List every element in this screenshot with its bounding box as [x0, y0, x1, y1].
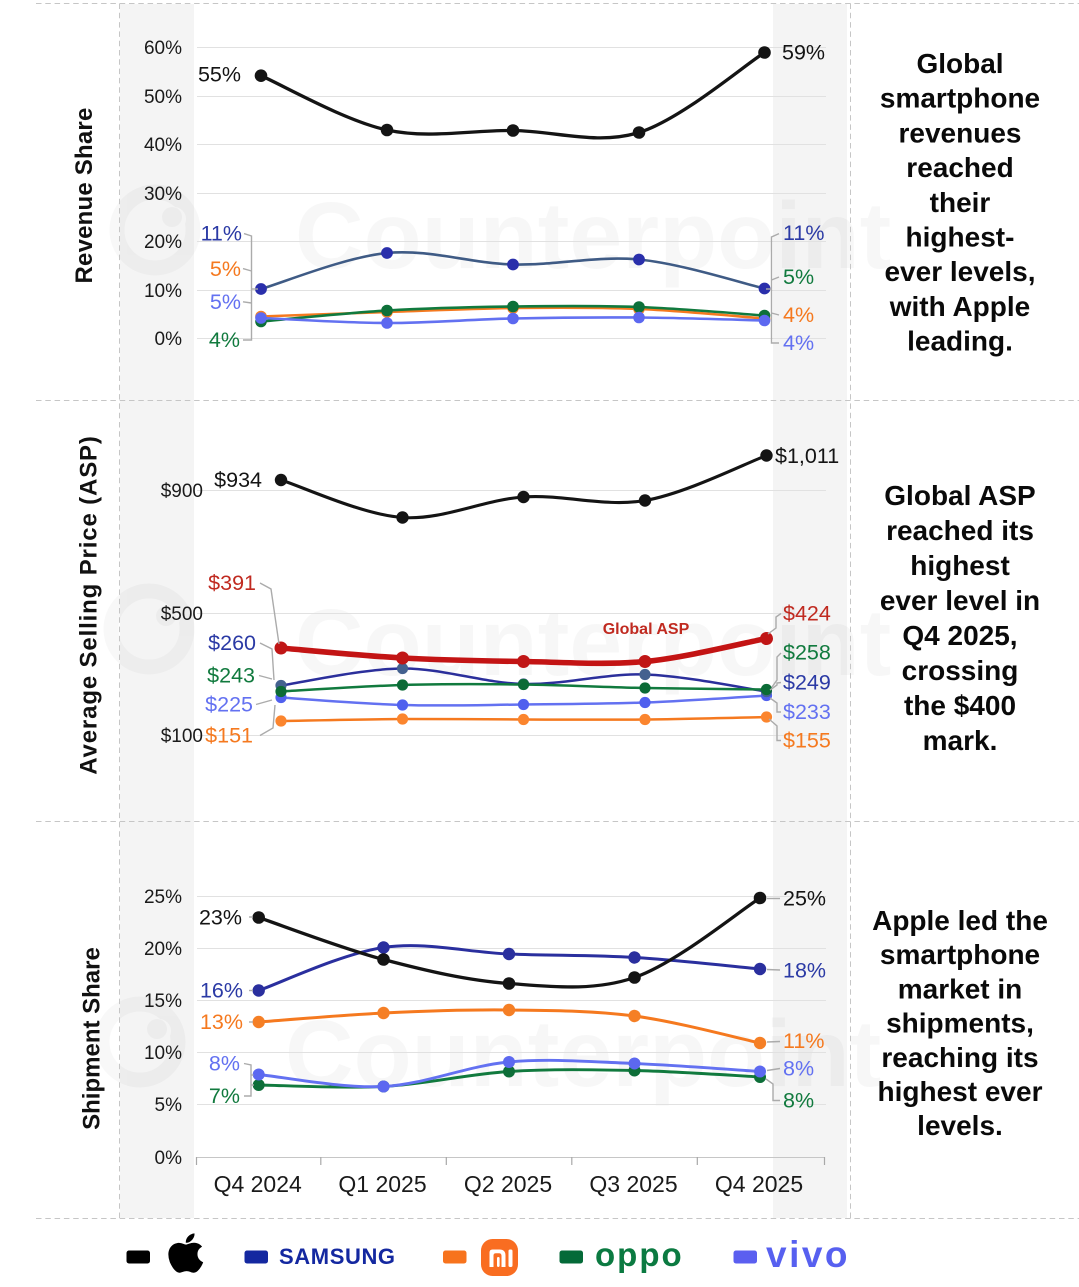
svg-text:$1,011: $1,011	[775, 444, 839, 468]
svg-text:levels.: levels.	[917, 1110, 1003, 1141]
svg-text:$934: $934	[214, 468, 262, 492]
svg-text:Q1 2025: Q1 2025	[338, 1171, 426, 1197]
svg-text:$151: $151	[205, 724, 253, 748]
svg-text:shipments,: shipments,	[886, 1008, 1034, 1039]
svg-text:Shipment Share: Shipment Share	[79, 947, 106, 1130]
svg-text:ever level in: ever level in	[880, 585, 1040, 616]
svg-text:vivo: vivo	[766, 1234, 850, 1275]
svg-text:4%: 4%	[783, 331, 814, 355]
svg-text:$900: $900	[161, 481, 203, 502]
svg-text:reached its: reached its	[886, 515, 1034, 546]
svg-text:40%: 40%	[144, 135, 182, 156]
svg-text:$225: $225	[205, 693, 253, 717]
svg-text:$233: $233	[783, 700, 831, 724]
svg-text:smartphone: smartphone	[880, 83, 1040, 114]
svg-text:$243: $243	[207, 664, 255, 688]
svg-text:8%: 8%	[209, 1052, 240, 1076]
svg-text:ever levels,: ever levels,	[884, 256, 1035, 287]
svg-text:reaching its: reaching its	[881, 1042, 1038, 1073]
svg-text:50%: 50%	[144, 87, 182, 108]
svg-text:4%: 4%	[783, 303, 814, 327]
svg-text:$249: $249	[783, 671, 831, 695]
svg-text:$260: $260	[208, 631, 256, 655]
svg-text:20%: 20%	[144, 232, 182, 253]
svg-text:$155: $155	[783, 729, 831, 753]
svg-text:4%: 4%	[209, 328, 240, 352]
svg-text:10%: 10%	[144, 1043, 182, 1064]
svg-text:$391: $391	[208, 571, 256, 595]
svg-text:20%: 20%	[144, 939, 182, 960]
svg-text:5%: 5%	[210, 290, 241, 314]
svg-text:60%: 60%	[144, 38, 182, 59]
svg-text:SAMSUNG: SAMSUNG	[279, 1244, 396, 1269]
svg-text:$100: $100	[161, 726, 203, 747]
svg-text:$424: $424	[783, 602, 831, 626]
svg-text:highest: highest	[910, 550, 1010, 581]
svg-text:11%: 11%	[201, 222, 242, 246]
svg-text:$500: $500	[161, 604, 203, 625]
svg-text:Revenue Share: Revenue Share	[71, 107, 98, 283]
svg-text:0%: 0%	[155, 1148, 183, 1169]
svg-text:their: their	[930, 187, 991, 218]
svg-text:8%: 8%	[783, 1057, 814, 1081]
svg-text:18%: 18%	[783, 959, 826, 983]
svg-text:$258: $258	[783, 641, 831, 665]
svg-text:Apple led the: Apple led the	[872, 905, 1048, 936]
svg-text:8%: 8%	[783, 1089, 814, 1113]
svg-text:25%: 25%	[144, 887, 182, 908]
svg-text:55%: 55%	[198, 63, 241, 87]
svg-text:Average Selling Price (ASP): Average Selling Price (ASP)	[76, 435, 103, 775]
svg-text:revenues: revenues	[899, 117, 1022, 148]
svg-text:smartphone: smartphone	[880, 939, 1040, 970]
svg-text:Global ASP: Global ASP	[884, 480, 1035, 511]
svg-text:10%: 10%	[144, 281, 182, 302]
svg-text:crossing: crossing	[902, 655, 1019, 686]
svg-text:15%: 15%	[144, 991, 182, 1012]
svg-text:reached: reached	[906, 152, 1013, 183]
svg-text:30%: 30%	[144, 184, 182, 205]
svg-text:Global: Global	[916, 48, 1003, 79]
svg-text:59%: 59%	[782, 41, 825, 65]
svg-text:oppo: oppo	[595, 1236, 684, 1273]
svg-text:5%: 5%	[783, 265, 814, 289]
svg-text:5%: 5%	[210, 257, 241, 281]
svg-text:leading.: leading.	[907, 326, 1013, 357]
svg-text:7%: 7%	[209, 1084, 240, 1108]
svg-text:market in: market in	[898, 973, 1023, 1004]
svg-text:the $400: the $400	[904, 690, 1016, 721]
svg-text:highest ever: highest ever	[878, 1076, 1043, 1107]
svg-text:Q4 2025: Q4 2025	[715, 1171, 803, 1197]
svg-text:0%: 0%	[155, 329, 183, 350]
svg-text:highest-: highest-	[906, 222, 1015, 253]
svg-text:Q4 2025,: Q4 2025,	[902, 620, 1017, 651]
svg-text:Q3 2025: Q3 2025	[589, 1171, 677, 1197]
svg-text:11%: 11%	[783, 221, 824, 245]
svg-text:5%: 5%	[155, 1095, 183, 1116]
svg-text:Q4 2024: Q4 2024	[214, 1171, 302, 1197]
svg-text:16%: 16%	[200, 979, 243, 1003]
svg-text:Q2 2025: Q2 2025	[464, 1171, 552, 1197]
svg-text:11%: 11%	[783, 1029, 824, 1053]
svg-text:Global ASP: Global ASP	[603, 621, 690, 638]
svg-text:25%: 25%	[783, 887, 826, 911]
svg-text:13%: 13%	[200, 1010, 243, 1034]
svg-text:23%: 23%	[199, 906, 242, 930]
svg-text:mark.: mark.	[923, 725, 998, 756]
svg-text:with Apple: with Apple	[889, 291, 1031, 322]
